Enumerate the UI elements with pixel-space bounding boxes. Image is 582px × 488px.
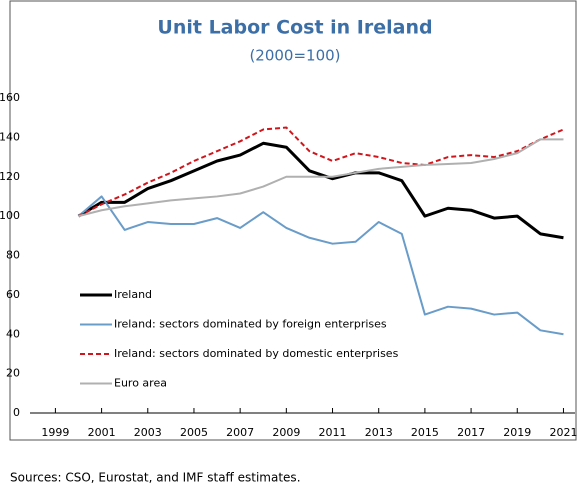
legend-label: Ireland	[114, 288, 152, 301]
y-tick-label: 100	[0, 209, 20, 222]
y-tick-label: 0	[13, 406, 20, 419]
y-tick-label: 80	[6, 249, 20, 262]
y-tick-label: 140	[0, 130, 20, 143]
x-tick-label: 2021	[549, 426, 577, 439]
x-tick-label: 2015	[411, 426, 439, 439]
chart-frame	[9, 0, 577, 441]
x-tick-label: 2013	[365, 426, 393, 439]
x-tick-label: 2011	[319, 426, 347, 439]
x-tick-label: 2019	[503, 426, 531, 439]
source-note: Sources: CSO, Eurostat, and IMF staff es…	[10, 471, 301, 485]
y-tick-label: 160	[0, 91, 20, 104]
x-tick-label: 2005	[180, 426, 208, 439]
series-line	[77, 141, 564, 240]
x-tick-label: 2003	[134, 426, 162, 439]
y-tick-label: 120	[0, 170, 20, 183]
chart-subtitle: (2000=100)	[249, 47, 340, 65]
legend-label: Euro area	[114, 377, 167, 390]
x-tick-label: 2007	[226, 426, 254, 439]
y-tick-label: 40	[6, 327, 20, 340]
y-tick-label: 60	[6, 288, 20, 301]
x-tick-label: 2017	[457, 426, 485, 439]
x-tick-label: 2009	[272, 426, 300, 439]
series-line	[77, 195, 564, 336]
y-tick-label: 20	[6, 367, 20, 380]
legend-label: Ireland: sectors dominated by foreign en…	[114, 318, 387, 331]
chart-title: Unit Labor Cost in Ireland	[157, 17, 432, 39]
x-tick-label: 1999	[41, 426, 69, 439]
x-tick-label: 2001	[88, 426, 116, 439]
legend-label: Ireland: sectors dominated by domestic e…	[114, 347, 399, 360]
series-line	[78, 126, 564, 218]
series-line	[78, 138, 564, 218]
